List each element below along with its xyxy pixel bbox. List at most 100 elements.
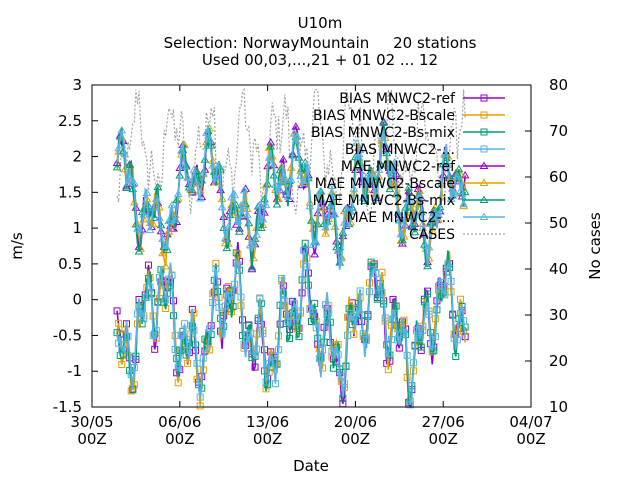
series-marker xyxy=(444,260,452,268)
series-marker xyxy=(377,133,387,141)
series-marker xyxy=(250,234,260,242)
series-marker xyxy=(214,160,224,169)
y-tick-label: 0.5 xyxy=(58,255,82,273)
series-marker xyxy=(425,310,433,318)
series-marker xyxy=(261,200,271,209)
series-marker xyxy=(389,295,397,303)
series-marker xyxy=(340,218,349,226)
series-marker xyxy=(428,346,436,354)
series-marker xyxy=(314,188,324,196)
series-marker xyxy=(459,199,468,208)
series-marker xyxy=(317,354,325,362)
series-marker xyxy=(412,211,421,219)
series-marker xyxy=(220,234,230,242)
series-marker xyxy=(121,341,129,349)
series-marker xyxy=(291,122,301,130)
series-marker xyxy=(263,179,272,187)
series-marker xyxy=(245,322,253,330)
legend-marker xyxy=(480,145,488,153)
y-tick-label: 0 xyxy=(72,291,82,309)
series-marker xyxy=(352,138,362,147)
series-marker xyxy=(115,319,123,327)
series-marker xyxy=(424,290,432,298)
series-marker xyxy=(456,186,465,194)
series-marker xyxy=(256,294,264,302)
x-tick-label-date: 04/07 xyxy=(509,413,552,431)
series-marker xyxy=(184,359,192,367)
series-marker xyxy=(358,193,368,201)
series-marker xyxy=(205,134,214,143)
x-tick-label-date: 20/06 xyxy=(334,413,377,431)
series-marker xyxy=(362,336,370,344)
series-marker xyxy=(202,345,210,353)
series-marker xyxy=(368,170,378,178)
x-tick-label-hour: 00Z xyxy=(341,430,370,448)
legend-marker xyxy=(479,161,489,169)
series-marker xyxy=(396,229,406,238)
series-marker xyxy=(299,176,309,185)
series-marker xyxy=(372,269,380,277)
series-marker xyxy=(430,208,440,216)
series-marker xyxy=(236,201,246,209)
series-marker xyxy=(404,183,414,191)
series-marker xyxy=(440,149,450,157)
series-marker xyxy=(190,326,198,334)
series-marker xyxy=(222,243,232,252)
series-marker xyxy=(134,247,144,255)
series-marker xyxy=(308,240,318,248)
series-marker xyxy=(378,289,386,297)
series-marker xyxy=(344,331,352,339)
series-marker xyxy=(333,245,343,254)
series-marker xyxy=(384,350,392,358)
y2-tick-label: 80 xyxy=(549,76,568,94)
series-marker xyxy=(174,379,182,387)
series-marker xyxy=(113,307,121,315)
series-marker xyxy=(242,210,252,218)
legend-marker xyxy=(480,111,488,119)
series-marker xyxy=(323,310,331,318)
y-tick-label: 2.5 xyxy=(58,112,82,130)
series-bias-mnwc2- xyxy=(115,246,468,409)
series-marker xyxy=(289,297,297,305)
series-marker xyxy=(246,329,254,337)
series-marker xyxy=(272,199,282,208)
series-marker xyxy=(292,322,300,330)
series-marker xyxy=(271,380,279,388)
series-marker xyxy=(334,351,342,359)
series-marker xyxy=(380,140,390,148)
series-marker xyxy=(192,178,202,186)
series-marker xyxy=(126,175,136,183)
series-marker xyxy=(437,178,447,187)
series-marker xyxy=(221,302,229,310)
series-marker xyxy=(311,237,321,246)
series-marker xyxy=(173,189,183,198)
x-tick-label-date: 06/06 xyxy=(158,413,201,431)
x-tick-label-hour: 00Z xyxy=(429,430,458,448)
series-marker xyxy=(318,346,326,354)
series-marker xyxy=(315,355,323,363)
series-marker xyxy=(310,249,320,258)
series-marker xyxy=(253,345,261,353)
series-marker xyxy=(155,213,164,221)
y2-tick-label: 30 xyxy=(549,306,568,324)
series-marker xyxy=(277,175,287,184)
legend-label: MAE MNWC2-... xyxy=(347,210,455,226)
series-marker xyxy=(446,194,456,202)
legend-label: BIAS MNWC2-ref xyxy=(339,91,456,107)
series-marker xyxy=(138,320,146,328)
series-marker xyxy=(321,229,330,237)
series-marker xyxy=(144,261,152,269)
x-axis-label: Date xyxy=(293,457,329,475)
series-marker xyxy=(431,333,439,341)
series-marker xyxy=(239,185,249,194)
series-marker xyxy=(122,333,130,341)
series-marker xyxy=(456,309,464,317)
series-marker xyxy=(228,293,236,301)
series-marker xyxy=(392,302,400,310)
series-marker xyxy=(196,402,204,410)
series-marker xyxy=(300,246,308,254)
series-marker xyxy=(252,230,261,238)
axis-layer: -1.5 -1 -0.5 0 0.5 1 1.5 2 2.5 3 10 20 30 40 50 60 70 80 3… xyxy=(53,76,568,448)
series-marker xyxy=(268,352,276,360)
